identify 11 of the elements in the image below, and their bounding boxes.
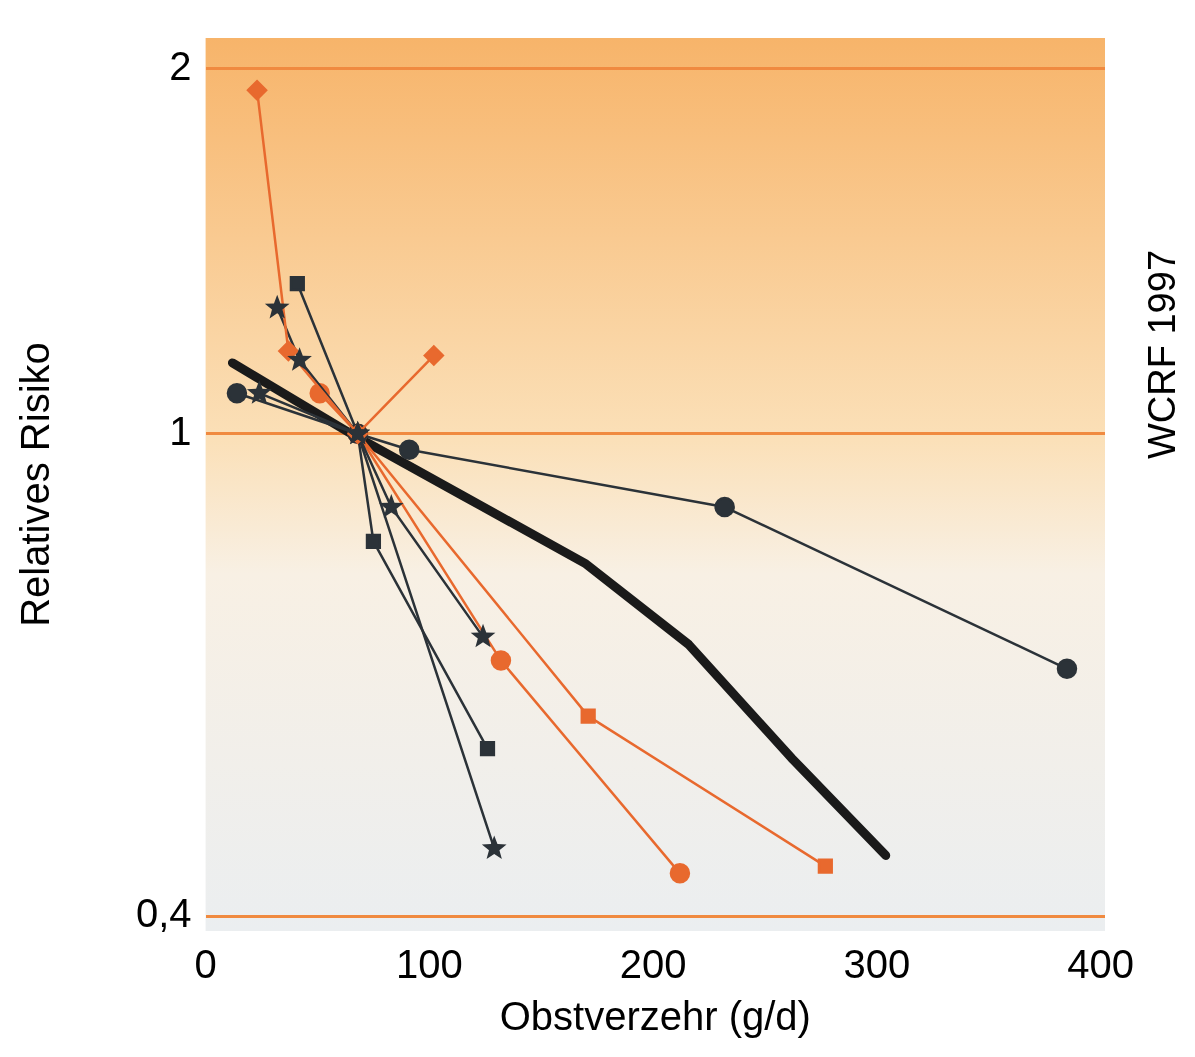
x-tick-label: 0 bbox=[194, 942, 217, 987]
y-tick-label: 1 bbox=[169, 408, 192, 453]
x-tick-label: 100 bbox=[395, 942, 463, 987]
x-tick-label: 400 bbox=[1067, 942, 1134, 987]
x-axis-title: Obstverzehr (g/d) bbox=[499, 994, 811, 1039]
x-tick-label: 200 bbox=[619, 942, 687, 987]
y-tick-label: 2 bbox=[169, 43, 192, 88]
y-axis-title: Relatives Risiko bbox=[13, 342, 58, 627]
text: WCRF 1997 bbox=[1141, 249, 1184, 460]
y-tick-label: 0,4 bbox=[136, 891, 192, 936]
x-tick-label: 300 bbox=[843, 942, 911, 987]
